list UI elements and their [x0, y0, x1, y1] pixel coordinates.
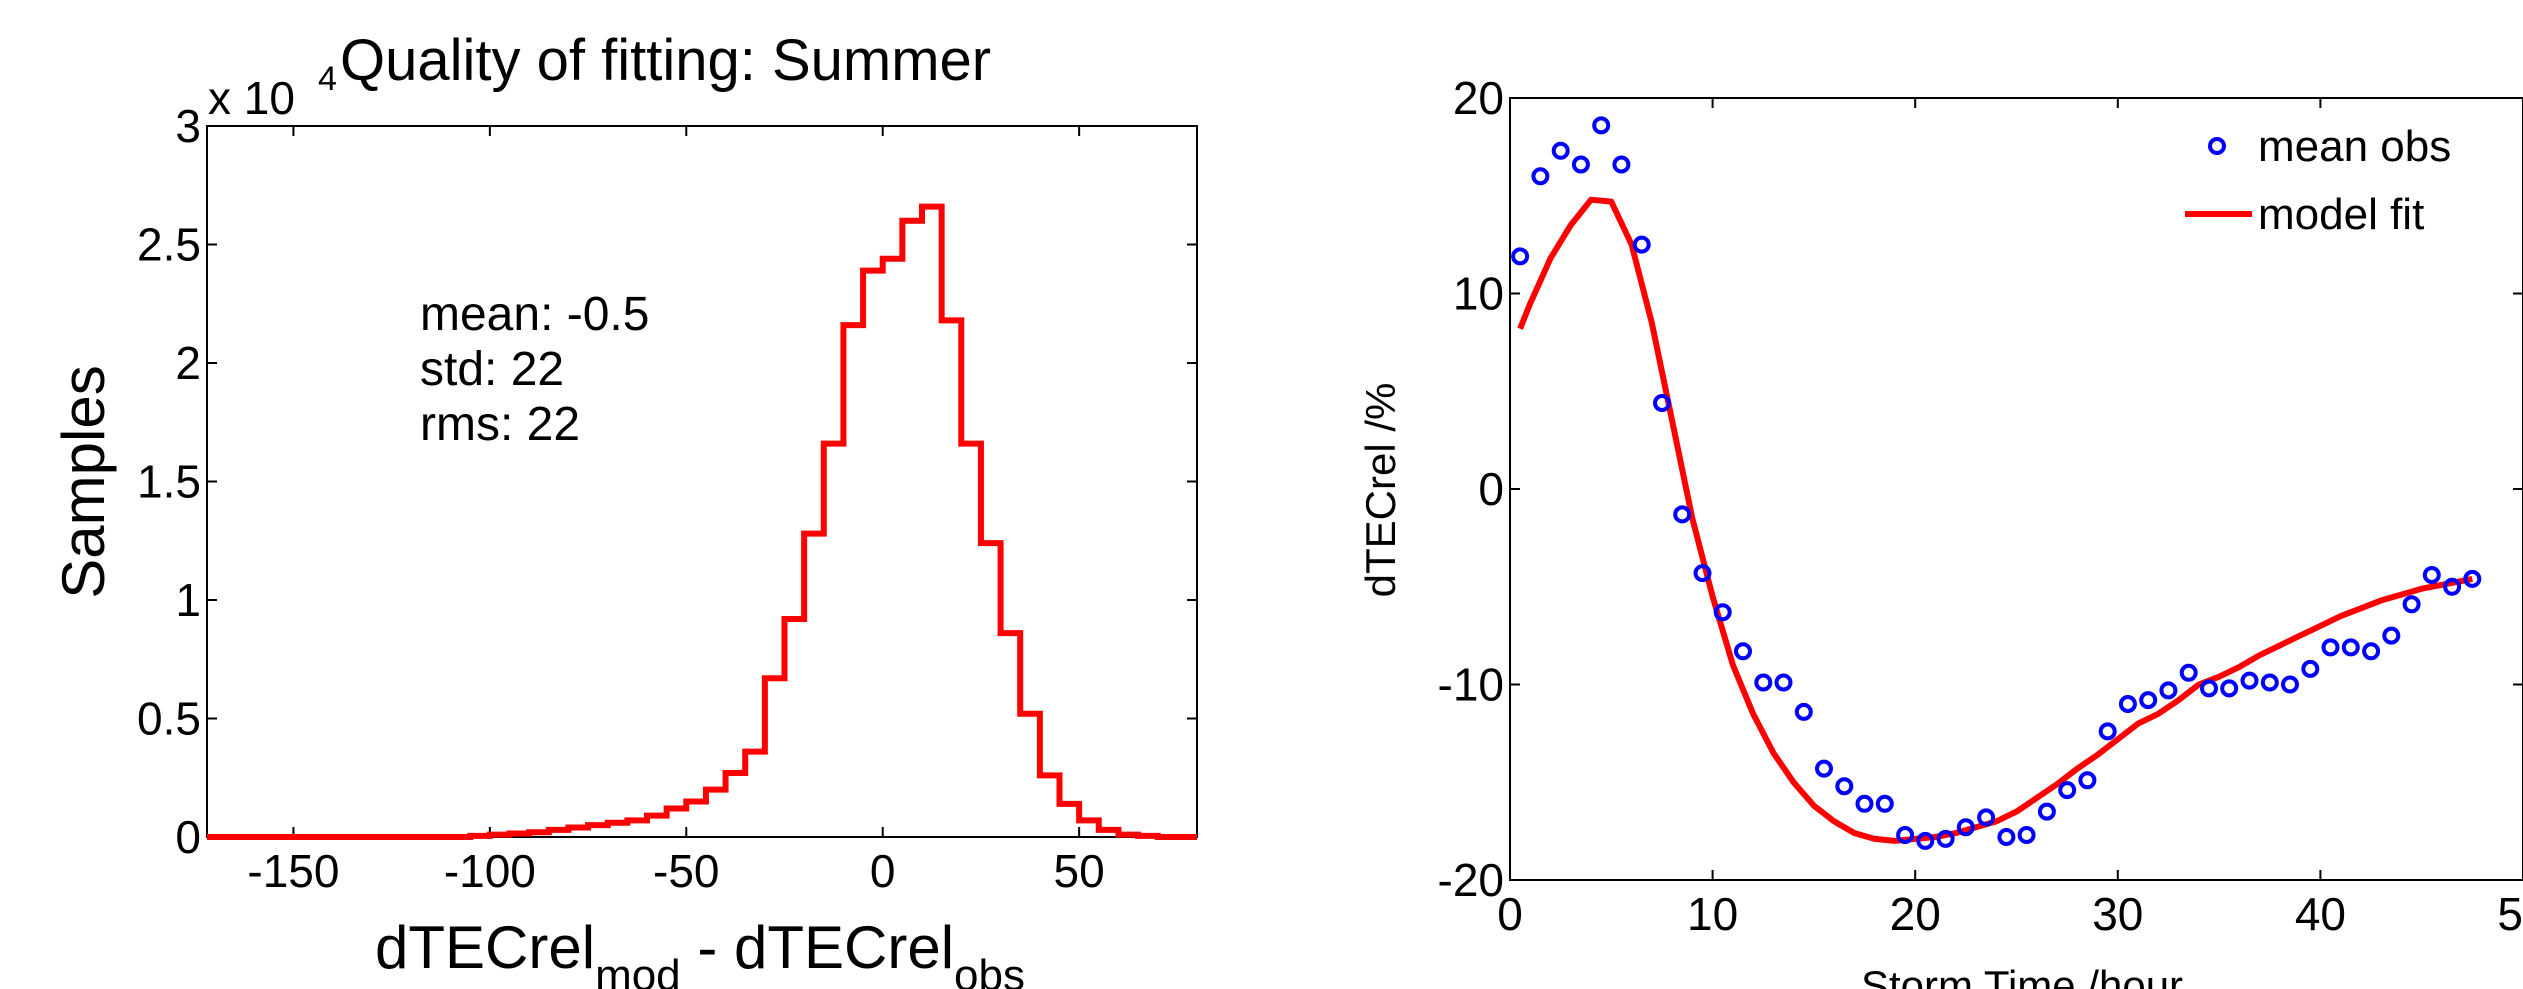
- histogram-ytick-label: 2.5: [137, 219, 201, 271]
- timeseries-xtick-label: 10: [1687, 888, 1738, 940]
- mean-obs-point: [1875, 794, 1894, 813]
- mean-obs-point: [2260, 673, 2279, 692]
- mean-obs-point: [2443, 577, 2462, 596]
- mean-obs-point: [1855, 794, 1874, 813]
- histogram-ticks: -150 -100 -50 0 50 0 0.5 1 1.5 2 2.5 3: [137, 100, 1197, 897]
- timeseries-ticks: 0 10 20 30 40 50 -20 -10 0 10 20: [1438, 72, 2523, 940]
- histogram-xtick-label: 0: [870, 845, 896, 897]
- mean-obs-point: [1794, 702, 1813, 721]
- mean-obs-point: [2159, 681, 2178, 700]
- histogram-ylabel: Samples: [50, 365, 117, 598]
- mean-obs-point: [2200, 679, 2218, 698]
- mean-obs-point: [2382, 626, 2401, 645]
- legend-obs-label: mean obs: [2258, 122, 2451, 171]
- mean-obs-point: [1653, 394, 1671, 412]
- histogram-ytick-label: 1: [175, 574, 201, 626]
- mean-obs-point: [1835, 777, 1854, 796]
- histogram-ytick-label: 2: [175, 337, 201, 389]
- timeseries-ytick-label: 10: [1453, 268, 1504, 320]
- legend: mean obs model fit: [2185, 122, 2451, 239]
- mean-obs-point: [2281, 675, 2299, 694]
- histogram-xtick-label: 50: [1054, 845, 1105, 897]
- mean-obs-point: [2118, 695, 2137, 713]
- histogram-ytick-label: 1.5: [137, 456, 201, 508]
- legend-obs-marker: [2208, 137, 2226, 155]
- mean-obs-point: [1531, 167, 1550, 186]
- mean-obs-point: [2463, 569, 2482, 588]
- histogram-xtick-label: -100: [444, 845, 536, 897]
- mean-obs-point: [1734, 642, 1752, 661]
- mean-obs-point: [1571, 155, 1590, 174]
- timeseries-xtick-label: 20: [1890, 888, 1941, 940]
- mean-obs-point: [1936, 829, 1955, 848]
- stat-mean: mean: -0.5: [420, 288, 649, 341]
- timeseries-xtick-label: 40: [2295, 888, 2346, 940]
- mean-obs-point: [2321, 638, 2340, 657]
- mean-obs-point: [1977, 808, 1996, 827]
- timeseries-xtick-label: 30: [2092, 888, 2143, 940]
- mean-obs-point: [1612, 155, 1631, 174]
- timeseries-ytick-label: -10: [1438, 659, 1504, 711]
- mean-obs-point: [1916, 831, 1935, 850]
- histogram-xtick-label: -150: [247, 845, 339, 897]
- mean-obs-point: [1956, 818, 1975, 837]
- timeseries-xtick-label: 50: [2497, 888, 2523, 940]
- timeseries-ylabel: dTECrel /%: [1357, 383, 1404, 598]
- mean-obs-point: [1713, 603, 1732, 622]
- mean-obs-point: [2422, 566, 2441, 584]
- mean-obs-points: [1511, 116, 2482, 850]
- mean-obs-point: [2220, 679, 2239, 698]
- mean-obs-point: [1815, 759, 1833, 778]
- mean-obs-point: [2402, 595, 2421, 614]
- mean-obs-point: [1551, 141, 1570, 160]
- mean-obs-point: [2240, 671, 2259, 690]
- histogram-xlabel: dTECrelmod - dTECrelobs: [375, 914, 1025, 989]
- mean-obs-point: [1774, 673, 1793, 692]
- mean-obs-point: [1896, 826, 1915, 844]
- mean-obs-point: [1592, 116, 1611, 135]
- y-exponent-power: 4: [318, 60, 337, 98]
- mean-obs-point: [1632, 235, 1651, 254]
- model-fit-line: [1517, 196, 2473, 844]
- histogram-ytick-label: 3: [175, 100, 201, 152]
- mean-obs-point: [2078, 771, 2097, 790]
- timeseries-ytick-label: 20: [1453, 72, 1504, 124]
- mean-obs-point: [2341, 638, 2360, 657]
- histogram-title: Quality of fitting: Summer: [340, 28, 991, 93]
- mean-obs-point: [1511, 247, 1530, 266]
- mean-obs-point: [2301, 659, 2320, 678]
- timeseries-ytick-label: -20: [1438, 854, 1504, 906]
- legend-fit-label: model fit: [2258, 190, 2424, 239]
- timeseries-xlabel: Storm Time /hour: [1861, 962, 2183, 989]
- mean-obs-point: [2037, 802, 2056, 821]
- mean-obs-point: [1673, 505, 1692, 524]
- histogram-ytick-label: 0.5: [137, 693, 201, 745]
- mean-obs-point: [2139, 691, 2158, 710]
- timeseries-ytick-label: 0: [1478, 463, 1504, 515]
- mean-obs-point: [2017, 826, 2036, 844]
- histogram-axes-box: [206, 125, 1198, 838]
- mean-obs-point: [2058, 781, 2077, 800]
- mean-obs-point: [2362, 642, 2381, 661]
- histogram-outline: [207, 203, 1197, 840]
- stat-rms: rms: 22: [420, 398, 580, 451]
- histogram-ytick-label: 0: [175, 811, 201, 863]
- y-exponent-label: x 10: [208, 72, 295, 124]
- stat-std: std: 22: [420, 343, 564, 396]
- mean-obs-point: [1754, 673, 1773, 692]
- mean-obs-point: [1997, 828, 2016, 846]
- histogram-xtick-label: -50: [653, 845, 719, 897]
- histogram-panel: -150 -100 -50 0 50 0 0.5 1 1.5 2 2.5 3 Quality of f…: [50, 28, 1198, 989]
- timeseries-xtick-label: 0: [1497, 888, 1523, 940]
- mean-obs-point: [1693, 564, 1712, 583]
- mean-obs-point: [2098, 722, 2117, 741]
- mean-obs-point: [2179, 663, 2198, 682]
